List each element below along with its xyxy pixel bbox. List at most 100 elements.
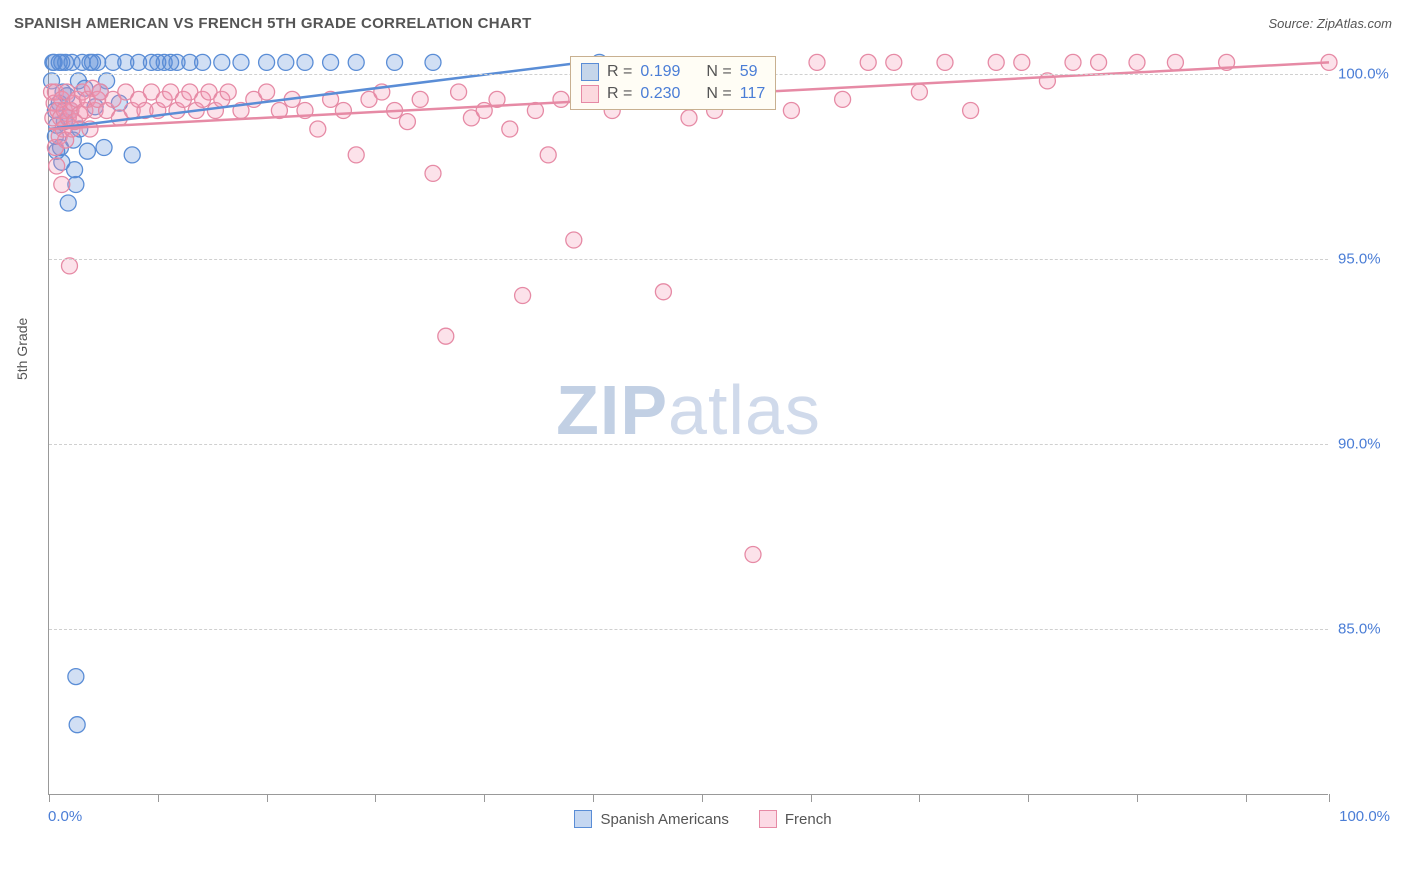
scatter-point xyxy=(49,158,65,174)
scatter-point xyxy=(783,103,799,119)
swatch-blue-icon xyxy=(574,810,592,828)
bottom-legend-spanish: Spanish Americans xyxy=(574,810,728,828)
n-value-spanish: 59 xyxy=(740,63,758,81)
scatter-point xyxy=(1091,54,1107,70)
bottom-legend-label: French xyxy=(785,811,832,828)
scatter-point xyxy=(387,54,403,70)
scatter-point xyxy=(886,54,902,70)
scatter-point xyxy=(937,54,953,70)
scatter-point xyxy=(335,103,351,119)
scatter-point xyxy=(425,165,441,181)
xtick xyxy=(267,794,268,802)
scatter-point xyxy=(233,54,249,70)
xtick xyxy=(1137,794,1138,802)
legend-row-spanish: R = 0.199 N = 59 xyxy=(581,61,765,83)
scatter-svg xyxy=(49,55,1328,794)
yaxis-title: 5th Grade xyxy=(14,318,30,380)
scatter-point xyxy=(809,54,825,70)
gridline xyxy=(49,444,1328,445)
xtick xyxy=(593,794,594,802)
gridline xyxy=(49,629,1328,630)
scatter-point xyxy=(451,84,467,100)
scatter-point xyxy=(963,103,979,119)
scatter-point xyxy=(259,54,275,70)
scatter-point xyxy=(348,147,364,163)
correlation-legend: R = 0.199 N = 59 R = 0.230 N = 117 xyxy=(570,56,776,110)
swatch-blue-icon xyxy=(581,63,599,81)
ytick-label: 90.0% xyxy=(1338,435,1398,452)
xtick xyxy=(158,794,159,802)
scatter-point xyxy=(1065,54,1081,70)
scatter-point xyxy=(412,91,428,107)
bottom-legend-label: Spanish Americans xyxy=(600,811,728,828)
scatter-point xyxy=(90,54,106,70)
xtick xyxy=(49,794,50,802)
n-value-french: 117 xyxy=(740,85,766,103)
bottom-legend: Spanish Americans French xyxy=(0,810,1406,828)
scatter-point xyxy=(69,717,85,733)
r-label: R = xyxy=(607,63,632,81)
r-label: R = xyxy=(607,85,632,103)
chart-container: SPANISH AMERICAN VS FRENCH 5TH GRADE COR… xyxy=(0,0,1406,892)
legend-row-french: R = 0.230 N = 117 xyxy=(581,83,765,105)
scatter-point xyxy=(214,54,230,70)
scatter-point xyxy=(566,232,582,248)
n-label: N = xyxy=(706,85,731,103)
ytick-label: 100.0% xyxy=(1338,65,1398,82)
header: SPANISH AMERICAN VS FRENCH 5TH GRADE COR… xyxy=(0,0,1406,38)
scatter-point xyxy=(540,147,556,163)
ytick-label: 85.0% xyxy=(1338,620,1398,637)
scatter-point xyxy=(54,177,70,193)
gridline xyxy=(49,259,1328,260)
r-value-spanish: 0.199 xyxy=(640,63,680,81)
scatter-point xyxy=(96,140,112,156)
scatter-point xyxy=(745,547,761,563)
scatter-point xyxy=(553,91,569,107)
scatter-point xyxy=(502,121,518,137)
xtick xyxy=(375,794,376,802)
scatter-point xyxy=(438,328,454,344)
xtick xyxy=(1329,794,1330,802)
scatter-point xyxy=(278,54,294,70)
scatter-point xyxy=(1129,54,1145,70)
scatter-point xyxy=(220,84,236,100)
source-label: Source: ZipAtlas.com xyxy=(1268,16,1392,31)
scatter-point xyxy=(1014,54,1030,70)
swatch-pink-icon xyxy=(581,85,599,103)
xtick xyxy=(919,794,920,802)
plot-area: ZIPatlas 85.0%90.0%95.0%100.0% xyxy=(48,55,1328,795)
xtick xyxy=(1028,794,1029,802)
xtick xyxy=(1246,794,1247,802)
scatter-point xyxy=(911,84,927,100)
ytick-label: 95.0% xyxy=(1338,250,1398,267)
scatter-point xyxy=(297,54,313,70)
scatter-point xyxy=(60,195,76,211)
scatter-point xyxy=(835,91,851,107)
scatter-point xyxy=(399,114,415,130)
scatter-point xyxy=(425,54,441,70)
xtick xyxy=(484,794,485,802)
scatter-point xyxy=(124,147,140,163)
swatch-pink-icon xyxy=(759,810,777,828)
scatter-point xyxy=(259,84,275,100)
n-label: N = xyxy=(706,63,731,81)
scatter-point xyxy=(195,54,211,70)
scatter-point xyxy=(1039,73,1055,89)
scatter-point xyxy=(681,110,697,126)
scatter-point xyxy=(67,162,83,178)
scatter-point xyxy=(310,121,326,137)
scatter-point xyxy=(655,284,671,300)
scatter-point xyxy=(988,54,1004,70)
scatter-point xyxy=(61,258,77,274)
r-value-french: 0.230 xyxy=(640,85,680,103)
scatter-point xyxy=(1167,54,1183,70)
bottom-legend-french: French xyxy=(759,810,832,828)
scatter-point xyxy=(348,54,364,70)
chart-title: SPANISH AMERICAN VS FRENCH 5TH GRADE COR… xyxy=(14,15,532,32)
scatter-point xyxy=(323,54,339,70)
xtick xyxy=(702,794,703,802)
scatter-point xyxy=(860,54,876,70)
scatter-point xyxy=(79,143,95,159)
scatter-point xyxy=(68,669,84,685)
scatter-point xyxy=(515,288,531,304)
